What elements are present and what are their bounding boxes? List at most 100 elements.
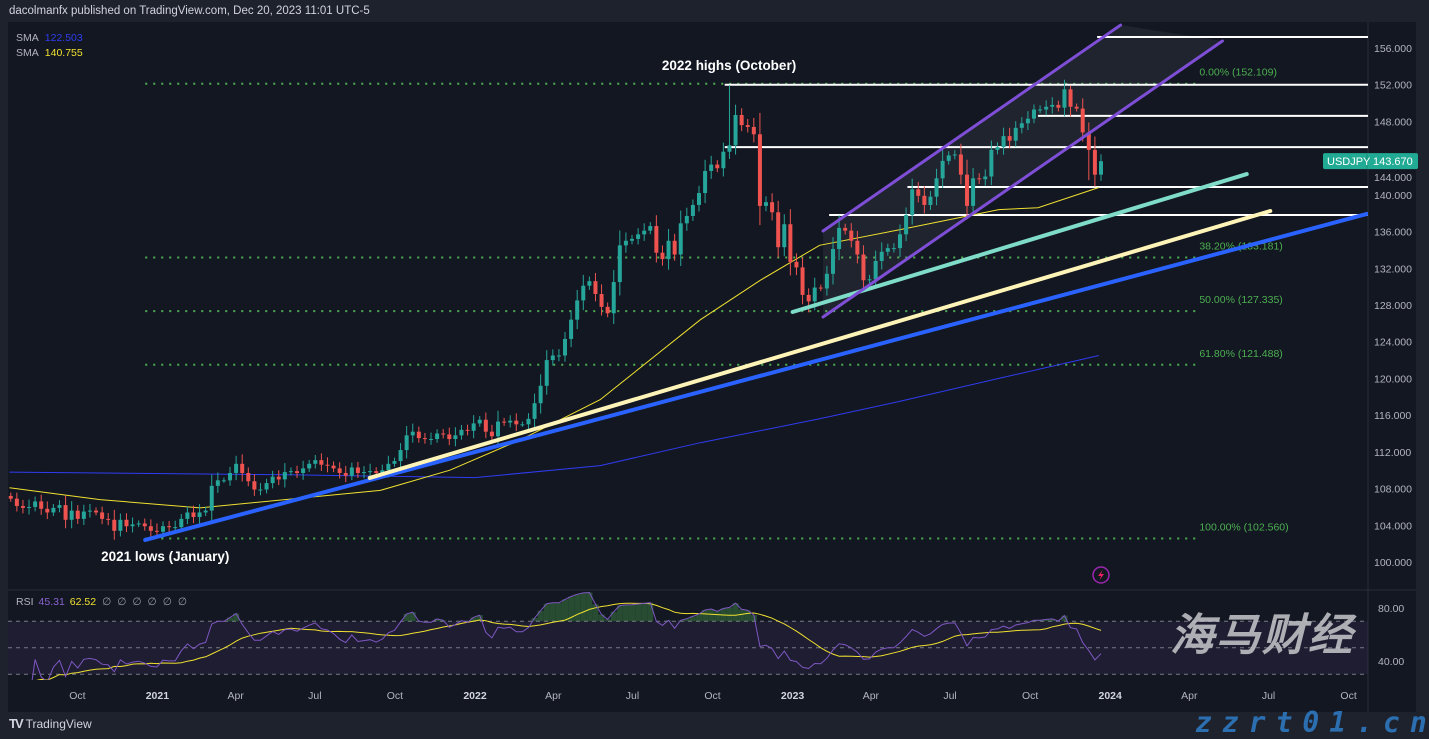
candle: [465, 424, 470, 436]
candle-body: [264, 483, 269, 490]
chart-background: [8, 22, 1416, 712]
sma-short-value: 140.755: [44, 47, 83, 59]
candle: [1074, 103, 1079, 112]
candle-body: [593, 281, 598, 294]
candle-body: [544, 360, 549, 386]
candle-body: [313, 460, 318, 464]
price-tick-label: 144.000: [1374, 172, 1412, 184]
candle: [989, 140, 994, 185]
candle-body: [849, 230, 854, 241]
blue-support-trendline: [143, 211, 1368, 542]
candle-body: [721, 151, 726, 169]
tradingview-footer[interactable]: TV TradingView: [9, 716, 92, 731]
rsi-legend[interactable]: RSI 45.31 62.52 ∅ ∅ ∅ ∅ ∅ ∅: [16, 596, 187, 608]
channel-lower-trendline: [821, 39, 1224, 319]
candle-body: [301, 468, 306, 473]
sma-short-label: SMA: [16, 47, 39, 59]
rsi-overbought-fill: [537, 610, 544, 622]
teal-support-trendline: [790, 172, 1249, 314]
rsi-overbought-fill: [531, 618, 538, 622]
candle-body: [380, 470, 385, 473]
candle: [69, 501, 74, 529]
tradingview-brand: TradingView: [25, 716, 92, 731]
candle: [928, 191, 933, 210]
candle: [295, 465, 300, 478]
candle: [599, 284, 604, 316]
rsi-overbought-fill: [409, 612, 416, 622]
lightning-icon[interactable]: [1092, 566, 1110, 584]
candle-body: [971, 178, 976, 206]
candle-body: [221, 480, 226, 482]
candle-body: [1025, 118, 1030, 124]
sma-long-legend[interactable]: SMA 122.503: [16, 31, 83, 46]
candle-body: [599, 293, 604, 307]
fib-level-label: 100.00% (102.560): [1199, 522, 1288, 534]
candle: [301, 460, 306, 480]
candle-body: [100, 512, 105, 519]
candle-body: [690, 204, 695, 216]
candle-body: [910, 189, 915, 216]
rsi-overbought-fill: [610, 611, 617, 622]
candle: [672, 233, 677, 261]
candle-body: [897, 234, 902, 249]
time-tick-label: Jul: [943, 690, 956, 702]
candle-body: [1007, 136, 1012, 141]
candle-body: [782, 224, 787, 248]
candle: [800, 257, 805, 305]
candle-body: [800, 267, 805, 295]
axes: 156.000 152.000 148.000 144.000 140.000 136.0…: [69, 43, 1412, 702]
price-tick-label: 152.000: [1374, 80, 1412, 92]
candle-body: [136, 523, 141, 525]
candle-body: [776, 212, 781, 248]
candle: [1098, 154, 1103, 181]
rsi-overbought-fill: [702, 610, 709, 622]
price-pane: 0.00% (152.109)38.20% (133.181)50.00% (1…: [8, 23, 1368, 564]
candle: [130, 517, 135, 533]
candle: [75, 505, 80, 524]
candle: [1013, 121, 1018, 147]
candle-body: [672, 240, 677, 255]
candle: [33, 496, 38, 512]
rsi-null-value: ∅: [102, 596, 112, 608]
candle: [897, 224, 902, 257]
candle: [362, 466, 367, 479]
rsi-overbought-fill: [744, 610, 751, 622]
candle-body: [197, 512, 202, 518]
candle-body: [1031, 109, 1036, 119]
candle-body: [362, 472, 367, 474]
candle: [995, 142, 1000, 155]
candle: [410, 423, 415, 443]
candle: [477, 416, 482, 427]
rsi-tick-label: 40.00: [1378, 656, 1404, 668]
candle: [630, 234, 635, 245]
candle-body: [343, 472, 348, 476]
candle-body: [575, 300, 580, 320]
candle: [1062, 79, 1067, 117]
candle: [569, 310, 574, 348]
candle-body: [1001, 136, 1006, 148]
candle-body: [514, 420, 519, 425]
candle: [81, 504, 86, 525]
candle-body: [812, 287, 817, 302]
rsi-overbought-fill: [629, 604, 636, 622]
rsi-overbought-fill: [641, 603, 648, 622]
candle: [1019, 117, 1024, 134]
candle: [459, 424, 464, 440]
candle: [483, 412, 488, 439]
candle-body: [191, 512, 196, 518]
candle-body: [1056, 104, 1061, 108]
candle-body: [337, 468, 342, 473]
rsi-overbought-fill: [543, 603, 550, 622]
candle: [703, 159, 708, 204]
time-tick-label: Oct: [387, 690, 403, 702]
candle-body: [806, 294, 811, 302]
candle-body: [995, 147, 1000, 150]
time-tick-label: Oct: [704, 690, 720, 702]
channel-upper-trendline: [821, 23, 1123, 233]
sma-short-legend[interactable]: SMA 140.755: [16, 46, 83, 61]
rsi-overbought-fill: [738, 609, 745, 622]
rsi-overbought-fill: [750, 615, 757, 622]
time-tick-label: Apr: [228, 690, 245, 702]
candle: [45, 501, 50, 520]
